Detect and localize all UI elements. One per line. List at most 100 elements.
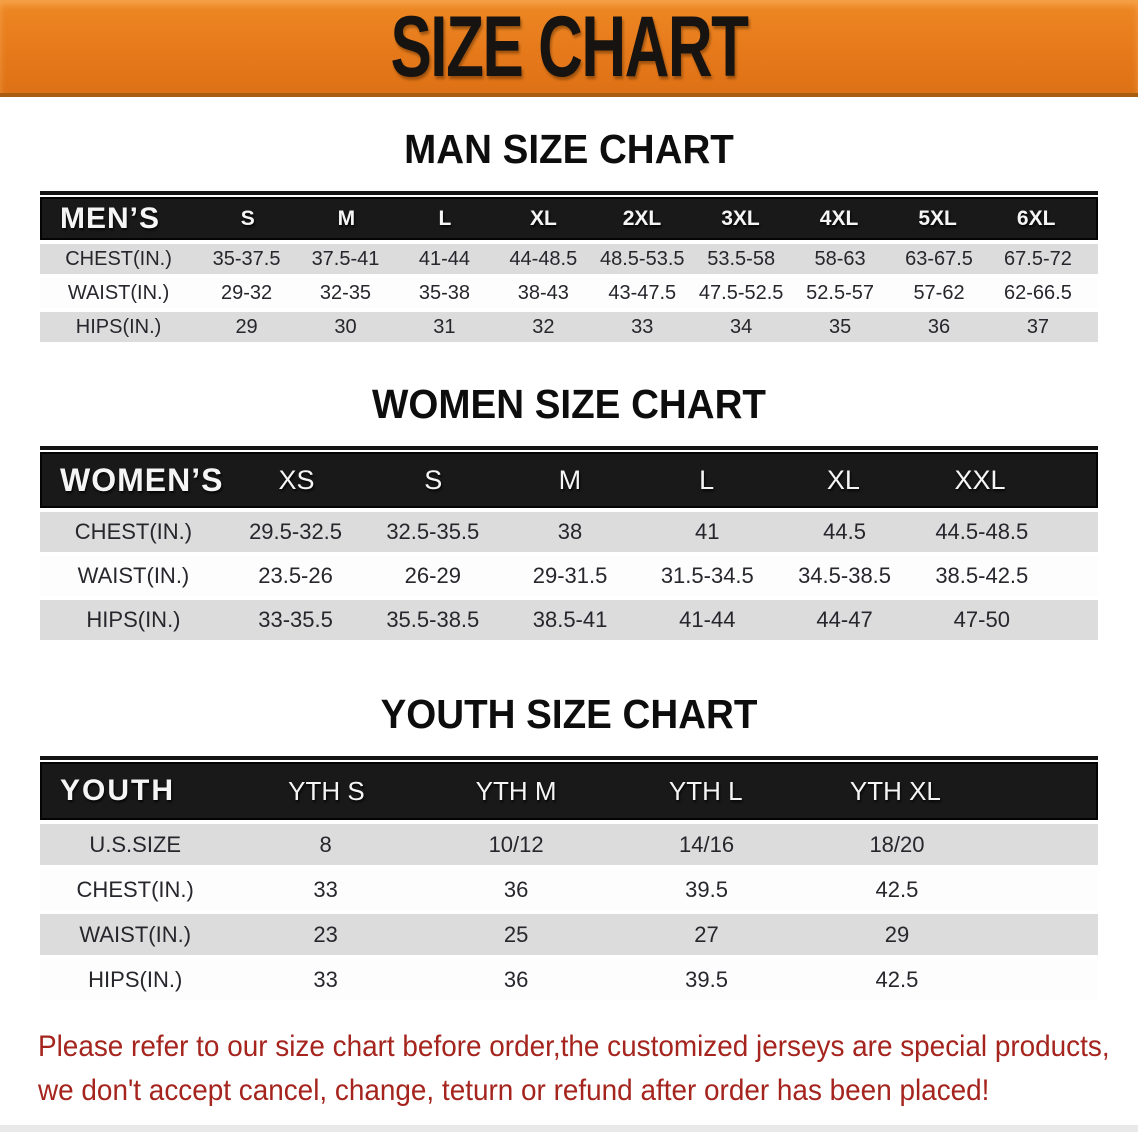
- size-value-cell: 25: [503, 921, 529, 947]
- size-value-cell: 29: [235, 315, 258, 338]
- size-column-header: 5XL: [918, 206, 957, 230]
- banner-title: SIZE CHART: [390, 0, 749, 95]
- size-value-cell: 35: [828, 315, 852, 338]
- table-header-row: YOUTH YTH S YTH M YTH L YTH XL: [40, 762, 1098, 820]
- size-column-header: YTH S: [288, 775, 365, 806]
- size-column-header: L: [699, 464, 715, 495]
- size-column-header: M: [558, 464, 582, 495]
- measurement-row: WAIST(IN.) 23.5-26 26-29 29-31.5 31.5-34.5 34…: [40, 556, 1098, 596]
- size-value-cell: 57-62: [913, 281, 965, 304]
- size-value-cell: 42.5: [875, 966, 919, 992]
- row-label: CHEST(IN.): [76, 876, 194, 902]
- size-value-cell: 42.5: [875, 876, 919, 902]
- women-size-table: WOMEN’S XS S M L XL XXL CHEST(IN.) 29.5-32.5 32.5…: [40, 446, 1098, 640]
- size-value-cell: 31: [433, 315, 456, 338]
- size-value-cell: 33: [313, 876, 338, 902]
- row-label: CHEST(IN.): [74, 519, 193, 544]
- size-value-cell: 37: [1026, 315, 1050, 338]
- size-value-cell: 44.5-48.5: [935, 519, 1029, 544]
- size-value-cell: 36: [927, 315, 951, 338]
- size-column-header: XL: [529, 206, 557, 230]
- size-value-cell: 33: [313, 966, 338, 992]
- size-value-cell: 10/12: [488, 831, 544, 857]
- size-value-cell: 26-29: [404, 563, 461, 588]
- table-header-row: WOMEN’S XS S M L XL XXL: [40, 452, 1098, 508]
- size-value-cell: 29.5-32.5: [249, 519, 343, 544]
- measurement-row: HIPS(IN.) 33-35.5 35.5-38.5 38.5-41 41-44 44-…: [40, 600, 1098, 640]
- size-value-cell: 52.5-57: [806, 281, 875, 304]
- size-value-cell: 67.5-72: [1004, 247, 1072, 270]
- size-column-header: XS: [278, 464, 315, 495]
- size-column-header: 3XL: [721, 206, 760, 230]
- size-value-cell: 36: [503, 966, 529, 992]
- table-title-cell: WOMEN’S: [60, 461, 224, 498]
- size-value-cell: 41-44: [418, 247, 470, 270]
- measurement-row: HIPS(IN.) 33 36 39.5 42.5: [40, 959, 1098, 1000]
- men-size-heading: MAN SIZE CHART: [404, 126, 734, 172]
- size-value-cell: 41-44: [679, 607, 736, 632]
- measurement-row: CHEST(IN.) 33 36 39.5 42.5: [40, 869, 1098, 910]
- bottom-edge-strip: [0, 1125, 1138, 1132]
- measurement-row: U.S.SIZE 8 10/12 14/16 18/20: [40, 824, 1098, 865]
- size-value-cell: 44-48.5: [509, 247, 578, 270]
- youth-size-heading: YOUTH SIZE CHART: [380, 691, 758, 737]
- size-value-cell: 39.5: [685, 876, 728, 902]
- row-label: WAIST(IN.): [67, 281, 170, 304]
- size-value-cell: 23: [313, 921, 338, 947]
- row-label: HIPS(IN.): [88, 966, 183, 992]
- size-column-header: YTH L: [668, 775, 743, 806]
- size-value-cell: 37.5-41: [311, 247, 380, 270]
- size-value-cell: 8: [319, 831, 332, 857]
- size-value-cell: 35-38: [418, 281, 470, 304]
- size-value-cell: 31.5-34.5: [660, 563, 754, 588]
- size-value-cell: 41: [695, 519, 720, 544]
- size-column-header: L: [438, 206, 452, 230]
- women-size-heading: WOMEN SIZE CHART: [372, 381, 766, 427]
- size-value-cell: 58-63: [814, 247, 866, 270]
- size-value-cell: 53.5-58: [707, 247, 776, 270]
- size-column-header: 2XL: [622, 206, 662, 230]
- disclaimer-line-1: Please refer to our size chart before or…: [38, 1030, 1110, 1063]
- size-value-cell: 33-35.5: [258, 607, 333, 632]
- size-value-cell: 14/16: [679, 831, 735, 857]
- size-column-header: M: [337, 206, 356, 230]
- row-label: HIPS(IN.): [75, 315, 162, 338]
- measurement-row: HIPS(IN.) 29 30 31 32 33 34 35 36 37: [40, 312, 1098, 342]
- size-value-cell: 29-31.5: [532, 563, 608, 588]
- size-value-cell: 38.5-41: [532, 607, 608, 632]
- measurement-row: WAIST(IN.) 23 25 27 29: [40, 914, 1098, 955]
- size-value-cell: 30: [334, 315, 357, 338]
- size-value-cell: 48.5-53.5: [600, 247, 685, 270]
- row-label: WAIST(IN.): [79, 921, 192, 947]
- size-value-cell: 43-47.5: [608, 281, 677, 304]
- size-value-cell: 44.5: [823, 519, 866, 544]
- row-label: WAIST(IN.): [77, 563, 190, 588]
- size-column-header: YTH M: [475, 775, 557, 806]
- size-chart-banner: SIZE CHART: [0, 0, 1138, 97]
- youth-size-section: YOUTH SIZE CHART YOUTH YTH S YTH M YTH L YTH…: [0, 690, 1138, 1000]
- size-value-cell: 34: [730, 315, 753, 338]
- table-title-cell: MEN’S: [60, 201, 161, 235]
- size-value-cell: 35-37.5: [212, 247, 281, 270]
- size-column-header: 4XL: [819, 206, 859, 230]
- youth-size-table: YOUTH YTH S YTH M YTH L YTH XL U.S.SIZE 8 10/12…: [40, 756, 1098, 1000]
- size-value-cell: 36: [503, 876, 529, 902]
- disclaimer-note: Please refer to our size chart before or…: [38, 1025, 1138, 1113]
- measurement-row: WAIST(IN.) 29-32 32-35 35-38 38-43 43-47.5 47.…: [40, 278, 1098, 308]
- size-column-header: YTH XL: [849, 775, 941, 806]
- women-size-section: WOMEN SIZE CHART WOMEN’S XS S M L XL XXL CHEST(…: [0, 380, 1138, 640]
- size-value-cell: 35.5-38.5: [386, 607, 480, 632]
- size-value-cell: 44-47: [816, 607, 873, 632]
- size-value-cell: 33: [631, 315, 654, 338]
- size-value-cell: 27: [694, 921, 719, 947]
- men-size-table: MEN’S S M L XL 2XL 3XL 4XL 5XL 6XL CHEST(IN.) 35-37…: [40, 191, 1098, 342]
- size-value-cell: 29: [884, 921, 910, 947]
- size-value-cell: 32.5-35.5: [386, 519, 480, 544]
- size-value-cell: 38-43: [517, 281, 569, 304]
- size-value-cell: 18/20: [869, 831, 925, 857]
- size-value-cell: 47.5-52.5: [698, 281, 784, 304]
- size-value-cell: 38.5-42.5: [935, 563, 1029, 588]
- size-value-cell: 29-32: [220, 281, 273, 304]
- size-value-cell: 32: [532, 315, 555, 338]
